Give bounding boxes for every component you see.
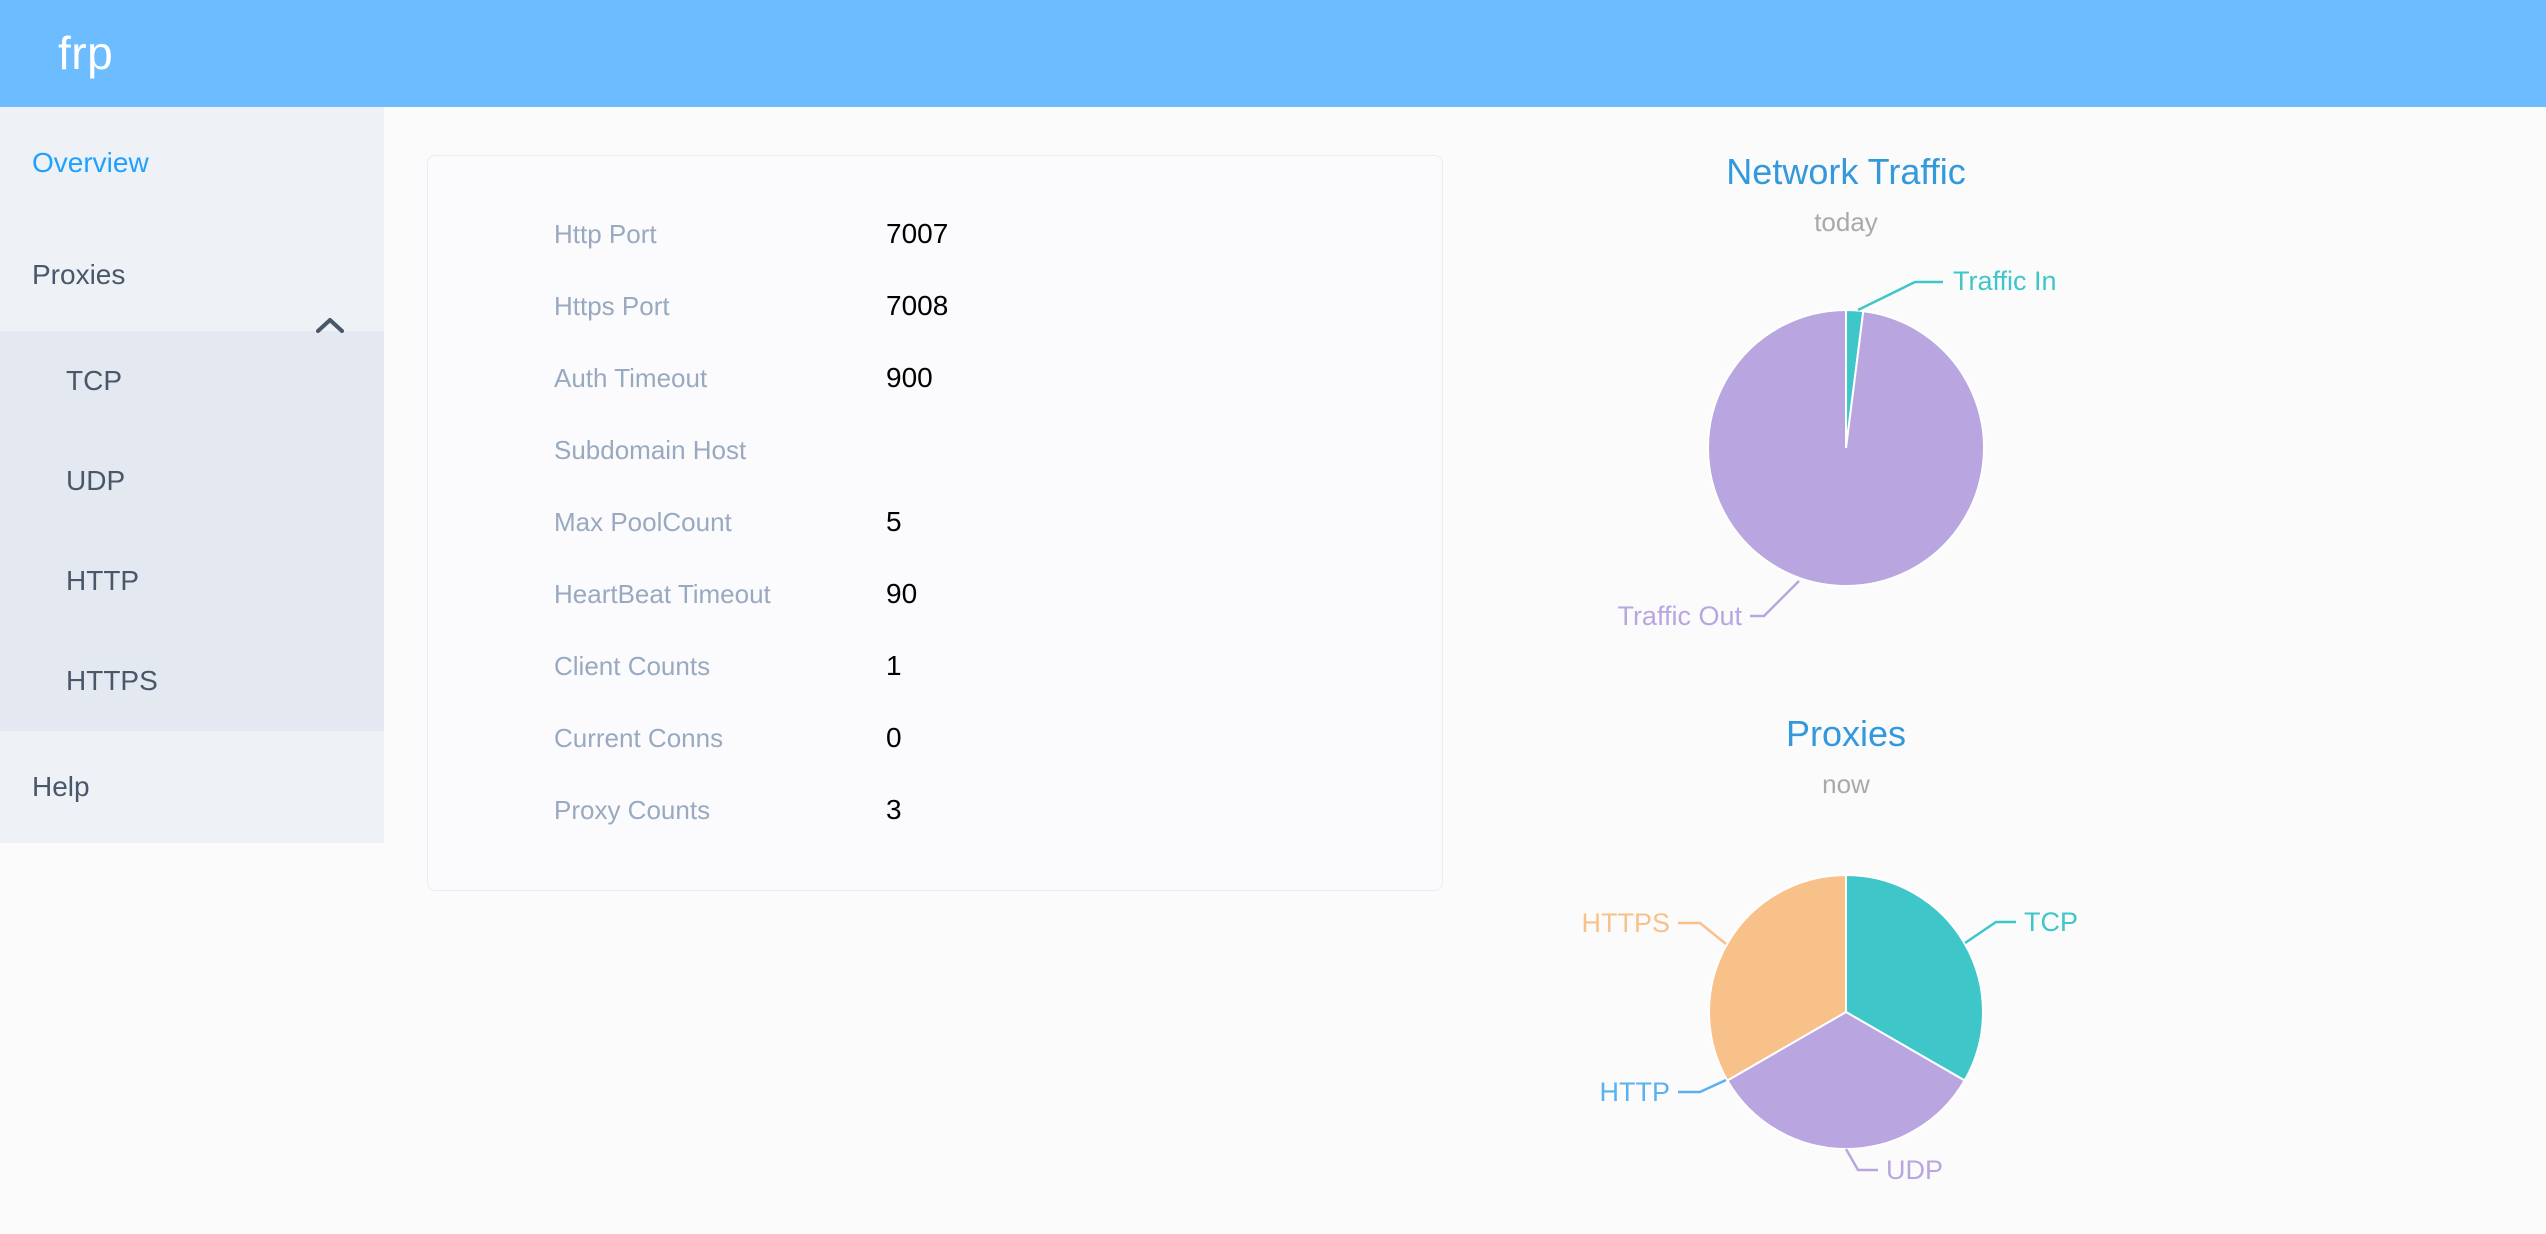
sidebar-item-https[interactable]: HTTPS	[0, 631, 384, 731]
sidebar-item-https-label: HTTPS	[66, 665, 158, 696]
sidebar-item-udp-label: UDP	[66, 465, 126, 496]
server-info-card: Http Port 7007 Https Port 7008 Auth Time…	[427, 155, 1443, 891]
sidebar-item-overview[interactable]: Overview	[0, 107, 384, 219]
chevron-up-icon	[316, 268, 344, 333]
app-logo: frp	[58, 27, 114, 79]
sidebar-submenu-proxies: TCP UDP HTTP HTTPS	[0, 331, 384, 731]
sidebar-item-http[interactable]: HTTP	[0, 531, 384, 631]
sidebar-item-help-label: Help	[32, 771, 90, 802]
info-row-https-port: Https Port 7008	[428, 270, 1442, 342]
info-label: Current Conns	[554, 722, 724, 753]
info-row-proxy-counts: Proxy Counts 3	[428, 774, 1442, 846]
sidebar-item-overview-label: Overview	[32, 147, 149, 178]
sidebar-item-tcp-label: TCP	[66, 365, 122, 396]
info-row-auth-timeout: Auth Timeout 900	[428, 342, 1442, 414]
sidebar-item-http-label: HTTP	[66, 565, 140, 596]
info-row-max-poolcount: Max PoolCount 5	[428, 486, 1442, 558]
sidebar-item-help[interactable]: Help	[0, 731, 384, 843]
app-header: frp	[0, 0, 2546, 107]
pie-label-line-tcp	[1964, 920, 2016, 945]
info-value: 7008	[886, 290, 949, 321]
sidebar-item-tcp[interactable]: TCP	[0, 331, 384, 431]
info-value: 3	[886, 794, 902, 825]
info-value: 0	[886, 722, 902, 753]
sidebar-item-proxies-label: Proxies	[32, 259, 126, 290]
server-info-rows: Http Port 7007 Https Port 7008 Auth Time…	[428, 156, 1442, 846]
info-label: HeartBeat Timeout	[554, 578, 771, 609]
network-traffic-chart-title: Network Traffic	[1726, 151, 1966, 192]
info-row-client-counts: Client Counts 1	[428, 630, 1442, 702]
info-value: 7007	[886, 218, 949, 249]
pie-label-http: HTTP	[1600, 1077, 1671, 1107]
pie-label-line-http	[1678, 1078, 1727, 1094]
proxies-chart-header: Proxies now	[1446, 712, 2246, 800]
info-label: Client Counts	[554, 650, 711, 681]
sidebar: Overview Proxies TCP UDP HTTP HTTPS Help	[0, 107, 384, 843]
pie-slice-tcp[interactable]	[1845, 873, 1984, 1082]
pie-slice-https[interactable]	[1708, 873, 1847, 1082]
info-label: Max PoolCount	[554, 506, 732, 537]
pie-label-tcp: TCP	[2024, 907, 2078, 937]
network-traffic-chart-subtitle: today	[1814, 207, 1878, 237]
info-row-current-conns: Current Conns 0	[428, 702, 1442, 774]
network-traffic-chart-header: Network Traffic today	[1446, 150, 2246, 238]
info-row-subdomain-host: Subdomain Host	[428, 414, 1442, 486]
pie-slice-traffic-out[interactable]	[1707, 308, 1985, 587]
pie-label-traffic-in: Traffic In	[1953, 266, 2057, 296]
pie-label-https: HTTPS	[1581, 908, 1670, 938]
info-label: Http Port	[554, 218, 657, 249]
info-label: Auth Timeout	[554, 362, 708, 393]
info-value: 5	[886, 506, 902, 537]
proxies-chart-subtitle: now	[1822, 769, 1870, 799]
pie-label-line-traffic-in	[1857, 280, 1943, 312]
info-label: Proxy Counts	[554, 794, 711, 825]
info-value: 1	[886, 650, 902, 681]
sidebar-item-udp[interactable]: UDP	[0, 431, 384, 531]
info-row-http-port: Http Port 7007	[428, 198, 1442, 270]
pie-label-line-https	[1678, 921, 1727, 945]
info-value: 900	[886, 362, 933, 393]
pie-label-udp: UDP	[1886, 1155, 1943, 1185]
pie-label-traffic-out: Traffic Out	[1617, 601, 1742, 631]
info-value: 90	[886, 578, 918, 609]
info-row-heartbeat-timeout: HeartBeat Timeout 90	[428, 558, 1442, 630]
proxies-chart-title: Proxies	[1785, 713, 1907, 754]
info-label: Subdomain Host	[554, 434, 747, 465]
pie-label-line-traffic-out	[1750, 580, 1800, 618]
sidebar-item-proxies[interactable]: Proxies	[0, 219, 384, 333]
info-label: Https Port	[554, 290, 670, 321]
pie-label-line-udp	[1844, 1148, 1878, 1172]
